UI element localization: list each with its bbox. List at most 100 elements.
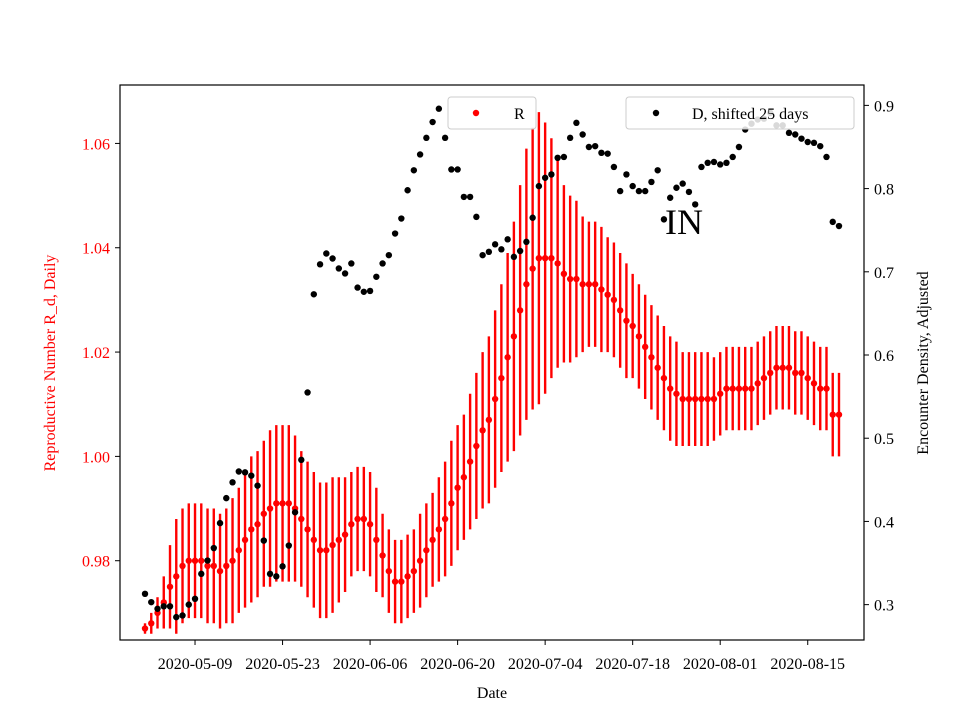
d-point	[579, 131, 586, 138]
legend-d-marker	[652, 109, 660, 117]
r-point	[285, 500, 293, 507]
r-point	[185, 557, 192, 564]
x-tick-label: 2020-05-23	[245, 656, 320, 673]
r-point	[541, 254, 549, 262]
x-tick-label: 2020-08-15	[770, 656, 845, 673]
d-point	[179, 612, 186, 619]
r-point	[360, 515, 368, 523]
d-point	[160, 603, 167, 610]
d-point	[691, 201, 699, 208]
x-tick-label: 2020-05-09	[158, 656, 233, 673]
d-point	[648, 178, 655, 186]
r-point	[585, 281, 593, 288]
r-point	[560, 270, 568, 278]
d-point	[591, 142, 599, 150]
legend-d: D, shifted 25 days	[625, 96, 855, 130]
r-point	[348, 521, 355, 528]
d-point	[429, 118, 436, 126]
r-point	[516, 307, 524, 314]
r-point	[248, 526, 255, 533]
d-point	[616, 187, 624, 195]
r-point	[166, 583, 174, 590]
y-right-tick-label: 0.5	[874, 431, 894, 448]
d-point	[266, 570, 274, 578]
r-point	[385, 567, 393, 575]
r-point	[573, 275, 580, 283]
r-point	[566, 275, 574, 283]
r-point	[260, 510, 267, 517]
r-point	[179, 562, 186, 570]
d-point	[554, 154, 561, 162]
d-point	[610, 163, 618, 171]
d-point	[410, 167, 418, 174]
r-point	[435, 526, 443, 533]
r-point	[354, 515, 361, 523]
r-point	[610, 296, 618, 304]
d-point	[141, 590, 149, 598]
d-point	[485, 248, 493, 256]
d-point	[329, 255, 336, 262]
d-point	[379, 260, 386, 267]
r-point	[304, 526, 311, 533]
d-point	[710, 158, 718, 166]
r-point	[298, 515, 305, 523]
d-point	[235, 468, 242, 475]
d-point	[279, 563, 286, 570]
r-point	[210, 562, 217, 570]
r-point	[204, 562, 211, 570]
x-tick-label: 2020-06-20	[420, 656, 495, 673]
r-point	[391, 578, 399, 585]
d-point	[466, 193, 474, 201]
legend-d-label: D, shifted 25 days	[692, 106, 808, 123]
r-point	[717, 390, 724, 397]
d-point	[285, 542, 293, 549]
r-point	[723, 385, 730, 392]
r-point	[835, 411, 843, 418]
y-left-tick-label: 0.98	[82, 554, 110, 571]
d-point	[498, 246, 505, 253]
r-point	[529, 265, 536, 272]
legend-r-marker	[472, 109, 480, 117]
d-point	[510, 253, 518, 261]
state-annotation: IN	[665, 202, 703, 242]
r-point	[648, 354, 655, 361]
d-point	[573, 119, 580, 127]
r-point	[479, 427, 486, 434]
y-right-tick-label: 0.8	[874, 182, 894, 199]
r-point	[329, 541, 336, 549]
x-tick-label: 2020-07-18	[595, 656, 670, 673]
r-point	[735, 385, 743, 392]
d-point	[548, 171, 555, 178]
r-point	[704, 395, 711, 403]
d-point	[366, 287, 374, 295]
r-point	[748, 385, 755, 392]
r-point	[591, 281, 599, 288]
r-point	[510, 333, 518, 340]
y-right-tick-label: 0.4	[874, 514, 894, 531]
d-point	[166, 603, 174, 610]
r-point	[229, 557, 236, 564]
d-point	[835, 222, 843, 230]
r-point	[141, 625, 149, 632]
d-point	[273, 573, 280, 580]
x-tick-label: 2020-07-04	[508, 656, 583, 673]
d-point	[729, 153, 736, 161]
d-point	[698, 163, 705, 171]
r-point	[710, 395, 718, 403]
d-point	[717, 161, 724, 168]
r-point	[666, 385, 674, 392]
r-point	[629, 322, 636, 330]
d-point	[448, 166, 455, 173]
d-point	[723, 159, 730, 166]
d-point	[473, 213, 480, 221]
r-point	[366, 521, 374, 528]
d-point	[535, 182, 543, 190]
r-point	[335, 536, 343, 544]
d-point	[404, 187, 411, 194]
d-point	[298, 456, 305, 464]
r-point	[804, 374, 811, 382]
r-point	[817, 385, 824, 392]
d-point	[198, 570, 205, 578]
y-right-axis: 0.3 0.4 0.5 0.6 0.7 0.8 0.9	[864, 98, 894, 615]
r-point	[310, 536, 318, 544]
